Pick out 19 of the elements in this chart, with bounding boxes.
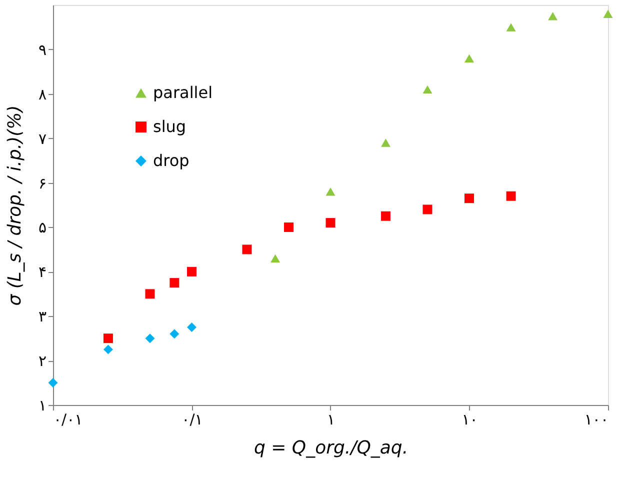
y-tick-label: ۶ xyxy=(38,174,46,192)
legend-label: drop xyxy=(153,151,190,170)
y-tick-label: ۸ xyxy=(38,85,46,104)
legend-label: parallel xyxy=(153,83,213,102)
y-tick-label: ۷ xyxy=(38,130,46,148)
x-tick-label: ۰/۱ xyxy=(182,410,203,428)
y-tick-label: ۹ xyxy=(38,40,46,59)
x-tick-label: ۰/۰۱ xyxy=(54,410,83,428)
y-tick-label: ۲ xyxy=(38,352,46,370)
x-tick-label: ۱ xyxy=(326,410,336,428)
y-tick-label: ۴ xyxy=(38,263,46,282)
x-tick-label: ۱۰ xyxy=(462,410,478,428)
y-axis-title: σ (L_s / drop. / i.p.)(%) xyxy=(4,105,26,306)
x-tick-label: ۱۰۰ xyxy=(584,410,608,428)
y-tick-label: ۵ xyxy=(38,218,46,237)
y-tick-label: ۳ xyxy=(38,308,46,326)
legend-label: slug xyxy=(153,117,186,136)
x-axis-title: q = Q_org./Q_aq. xyxy=(254,438,408,458)
y-tick-label: ۱ xyxy=(38,396,46,414)
